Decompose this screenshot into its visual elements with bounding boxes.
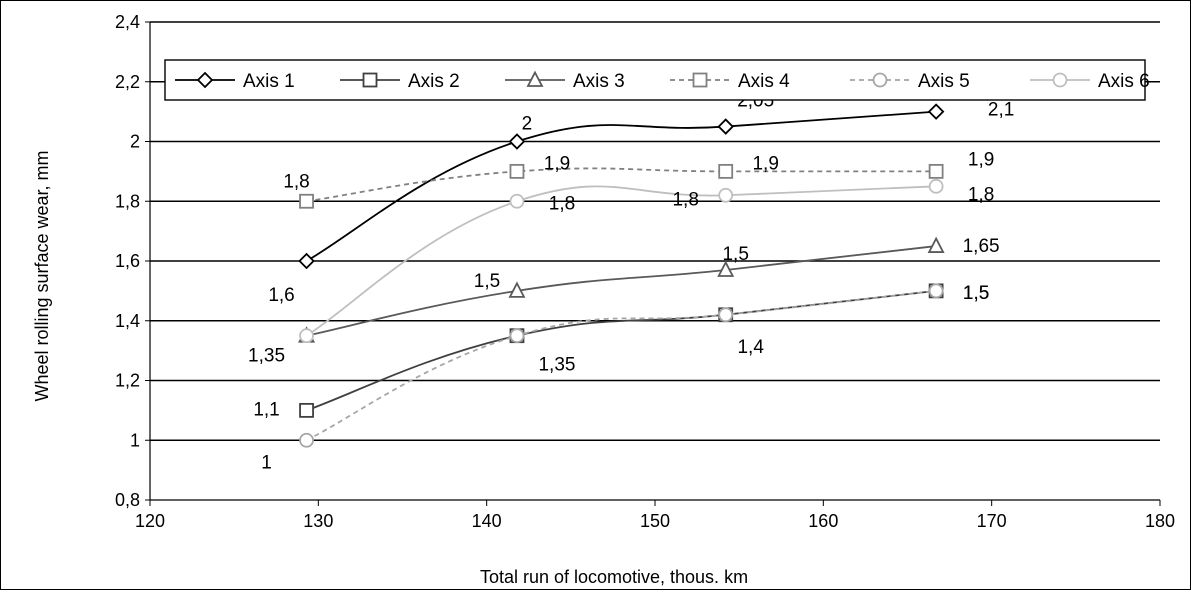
- data-label: 1,4: [737, 337, 764, 358]
- data-point: [927, 236, 945, 253]
- x-tick-label: 130: [303, 511, 333, 531]
- legend-marker: [1052, 72, 1068, 88]
- data-point: [299, 432, 314, 448]
- legend-item: Axis 4: [670, 71, 790, 92]
- data-label: 1,8: [968, 184, 994, 205]
- data-label: 1,8: [672, 189, 698, 210]
- x-tick-label: 120: [135, 511, 165, 531]
- y-tick-label: 1,8: [115, 191, 140, 211]
- series-group: [298, 103, 945, 448]
- x-tick-label: 140: [472, 511, 502, 531]
- data-label: 2,1: [988, 100, 1014, 121]
- legend-marker: [526, 70, 544, 87]
- series-line: [306, 289, 937, 442]
- series-axis-3: [298, 236, 945, 343]
- series-line: [306, 245, 937, 337]
- series-line: [306, 110, 937, 262]
- y-tick-label: 1,2: [115, 371, 140, 391]
- legend-label: Axis 6: [1098, 71, 1150, 92]
- series-axis-4: [299, 163, 944, 209]
- data-label: 1,8: [549, 193, 575, 214]
- data-label: 1,9: [544, 153, 570, 174]
- x-tick-label: 170: [977, 511, 1007, 531]
- y-axis-title: Wheel rolling surface wear, mm: [32, 150, 52, 401]
- x-tick-label: 150: [640, 511, 670, 531]
- legend-item: Axis 2: [340, 71, 460, 92]
- x-tick-label: 160: [808, 511, 838, 531]
- series-axis-5: [299, 283, 944, 448]
- axes: 0,8 1 1,2 1,4 1,6 1,8 2 2,2 2,4 120 130 140 150 160 17…: [115, 12, 1175, 531]
- y-tick-label: 0,8: [115, 490, 140, 510]
- legend-marker: [872, 72, 888, 88]
- data-point: [718, 163, 734, 179]
- data-label: 1,6: [268, 285, 294, 306]
- data-label: 1,9: [968, 149, 994, 170]
- series-axis-6: [299, 178, 944, 344]
- data-point: [927, 103, 945, 120]
- legend-item: Axis 1: [175, 71, 295, 92]
- y-tick-label: 2,2: [115, 72, 140, 92]
- y-tick-label: 1,6: [115, 251, 140, 271]
- data-label: 1,5: [963, 283, 989, 304]
- legend-label: Axis 4: [738, 71, 790, 92]
- y-tick-label: 1,4: [115, 311, 140, 331]
- data-label: 2: [522, 114, 533, 135]
- data-label: 1,5: [474, 271, 500, 292]
- data-point: [299, 402, 314, 418]
- data-point: [508, 133, 526, 150]
- data-labels: 1,622,05 2,11,11,351,41,51,351,51,5 1,651,…: [248, 91, 1014, 474]
- legend-box: [164, 59, 1146, 101]
- data-label: 1,35: [538, 355, 575, 376]
- legend-label: Axis 1: [243, 71, 295, 92]
- data-label: 1,65: [963, 236, 1000, 257]
- y-tick-label: 2: [130, 132, 140, 152]
- data-label: 1,8: [283, 171, 309, 192]
- data-label: 1,9: [752, 153, 778, 174]
- legend-marker: [196, 71, 214, 89]
- data-point: [717, 260, 735, 277]
- data-label: 1,35: [248, 346, 285, 367]
- data-point: [509, 328, 525, 344]
- data-label: 1,1: [253, 399, 279, 420]
- data-point: [928, 163, 944, 179]
- data-point: [718, 307, 734, 323]
- data-label: 1: [261, 452, 272, 473]
- legend-label: Axis 5: [918, 71, 970, 92]
- data-point: [928, 283, 944, 299]
- x-axis-title: Total run of locomotive, thous. km: [480, 567, 748, 587]
- x-tick-label: 180: [1145, 511, 1175, 531]
- legend-marker: [362, 72, 378, 88]
- series-line: [306, 167, 937, 203]
- data-point: [928, 178, 944, 194]
- data-label: 1,5: [963, 283, 989, 304]
- legend-label: Axis 2: [408, 71, 460, 92]
- data-point: [508, 281, 526, 298]
- legend-item: Axis 5: [850, 71, 970, 92]
- data-point: [717, 118, 734, 135]
- data-point: [298, 252, 315, 270]
- data-point: [299, 328, 314, 344]
- legend-item: Axis 6: [1030, 71, 1150, 92]
- legend: Axis 1 Axis 2 Axis 3 Axis 4 Axis 5 Axis 6: [164, 59, 1150, 101]
- data-point: [509, 163, 525, 179]
- y-tick-label: 1: [130, 430, 140, 450]
- data-label: 1,5: [722, 244, 748, 265]
- legend-item: Axis 3: [505, 70, 625, 92]
- legend-marker: [692, 72, 708, 88]
- data-point: [718, 187, 734, 203]
- data-point: [299, 193, 314, 209]
- legend-label: Axis 3: [573, 71, 625, 92]
- series-line: [306, 185, 937, 337]
- data-point: [509, 193, 525, 209]
- y-tick-label: 2,4: [115, 12, 140, 32]
- series-axis-1: [298, 103, 945, 270]
